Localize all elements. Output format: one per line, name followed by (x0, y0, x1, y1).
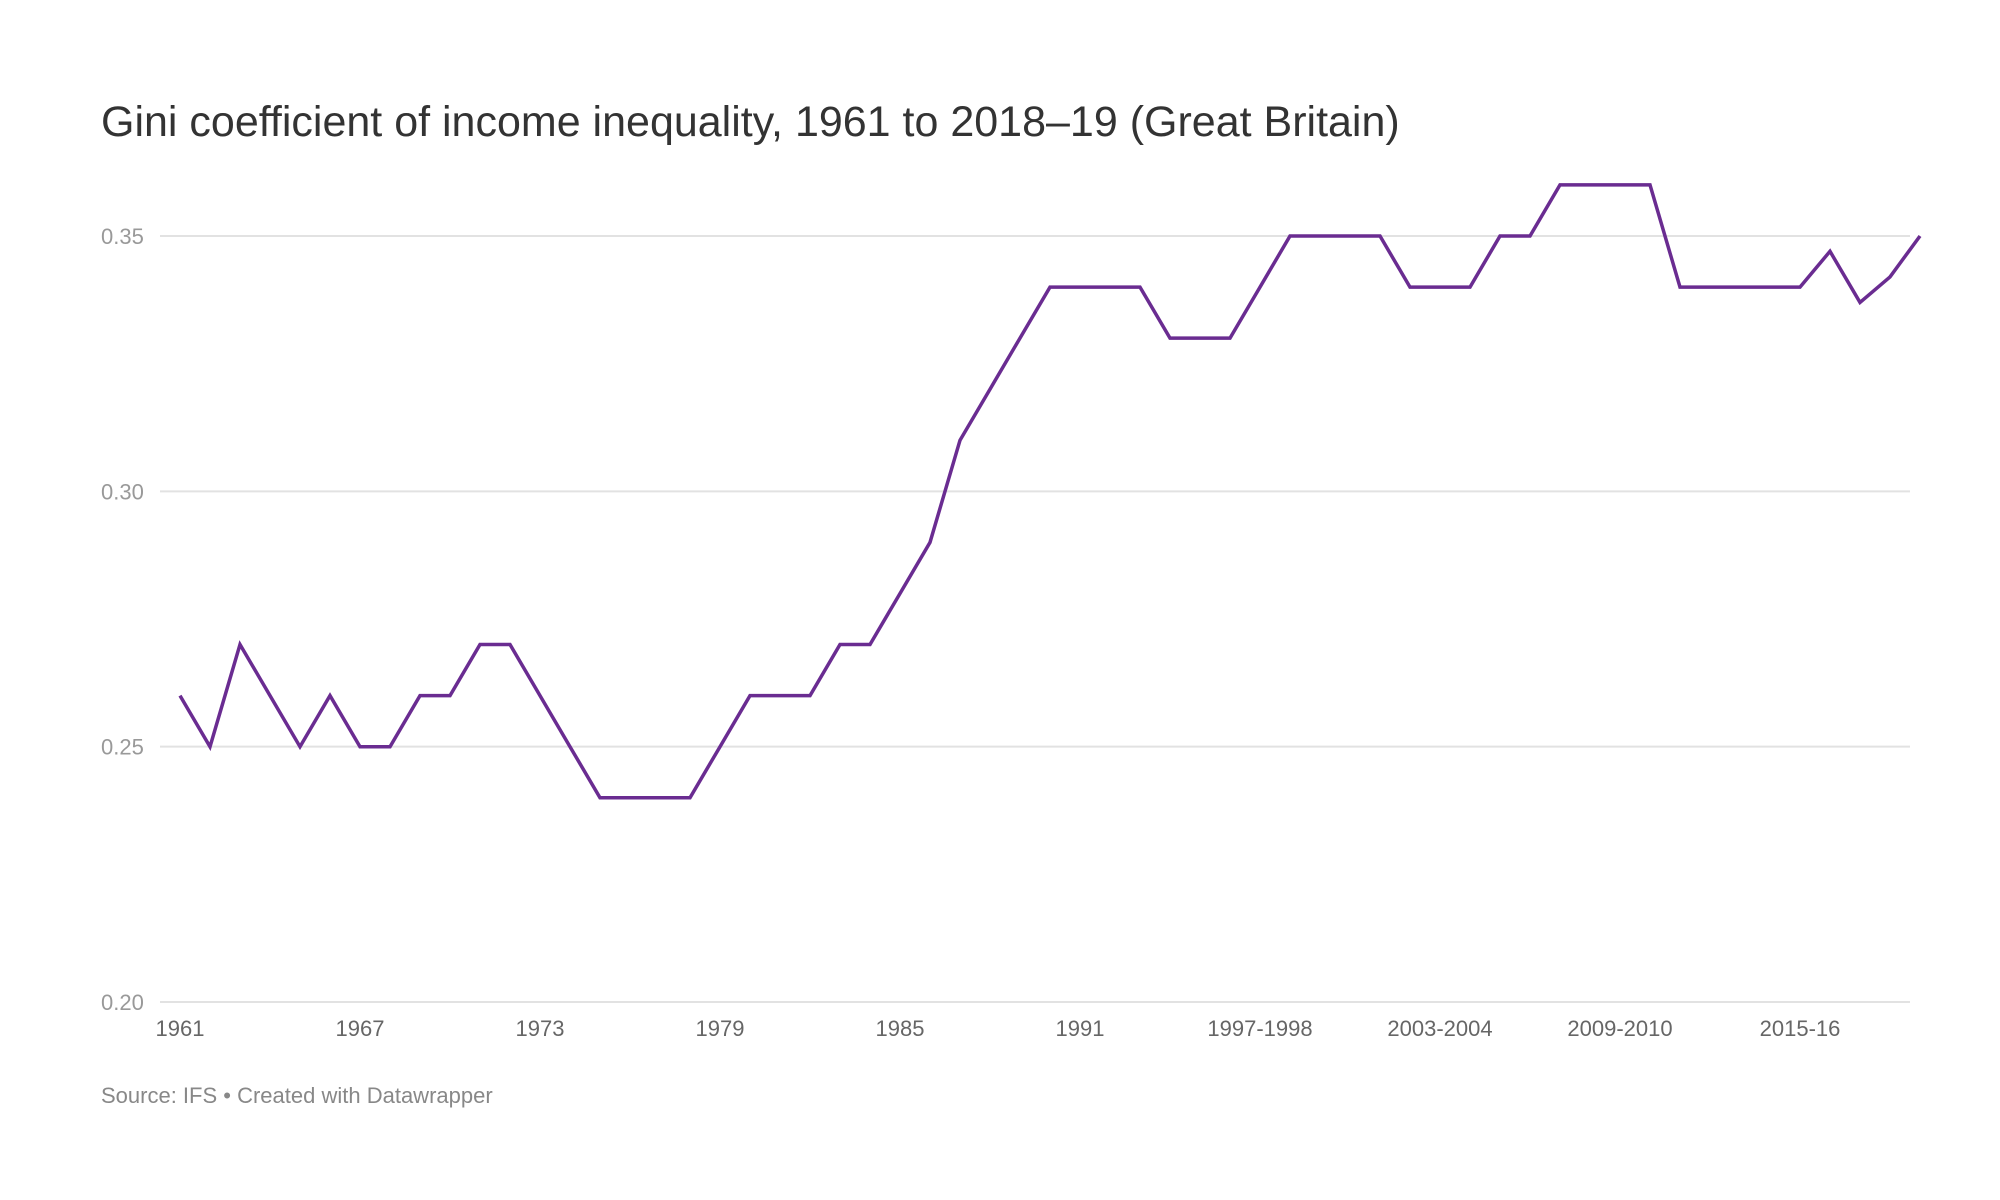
x-tick-label: 2015-16 (1760, 1016, 1841, 1041)
x-tick-label: 1991 (1056, 1016, 1105, 1041)
credit-text: Created with Datawrapper (237, 1083, 493, 1108)
y-tick-label: 0.20 (101, 990, 144, 1015)
x-tick-label: 1979 (696, 1016, 745, 1041)
y-axis-ticks: 0.20 0.25 0.30 0.35 (101, 224, 144, 1015)
chart-title: Gini coefficient of income inequality, 1… (101, 98, 1400, 146)
series-layer (178, 183, 1922, 800)
x-tick-label: 1973 (516, 1016, 565, 1041)
x-tick-label: 2009-2010 (1567, 1016, 1672, 1041)
footer-separator: • (217, 1083, 238, 1108)
y-tick-label: 0.35 (101, 224, 144, 249)
source-text: Source: IFS (101, 1083, 218, 1108)
x-tick-label: 1961 (156, 1016, 205, 1041)
chart-footer: Source: IFS • Created with Datawrapper (101, 1083, 493, 1109)
x-tick-label: 2003-2004 (1387, 1016, 1492, 1041)
x-tick-label: 1997-1998 (1207, 1016, 1312, 1041)
x-axis-ticks: 1961 1967 1973 1979 1985 1991 1997-1998 2003-20… (156, 1016, 1841, 1041)
y-tick-label: 0.25 (101, 735, 144, 760)
x-tick-label: 1985 (876, 1016, 925, 1041)
x-tick-label: 1967 (336, 1016, 385, 1041)
series-line (178, 183, 1922, 800)
gridlines (160, 235, 1910, 1003)
y-tick-label: 0.30 (101, 479, 144, 504)
